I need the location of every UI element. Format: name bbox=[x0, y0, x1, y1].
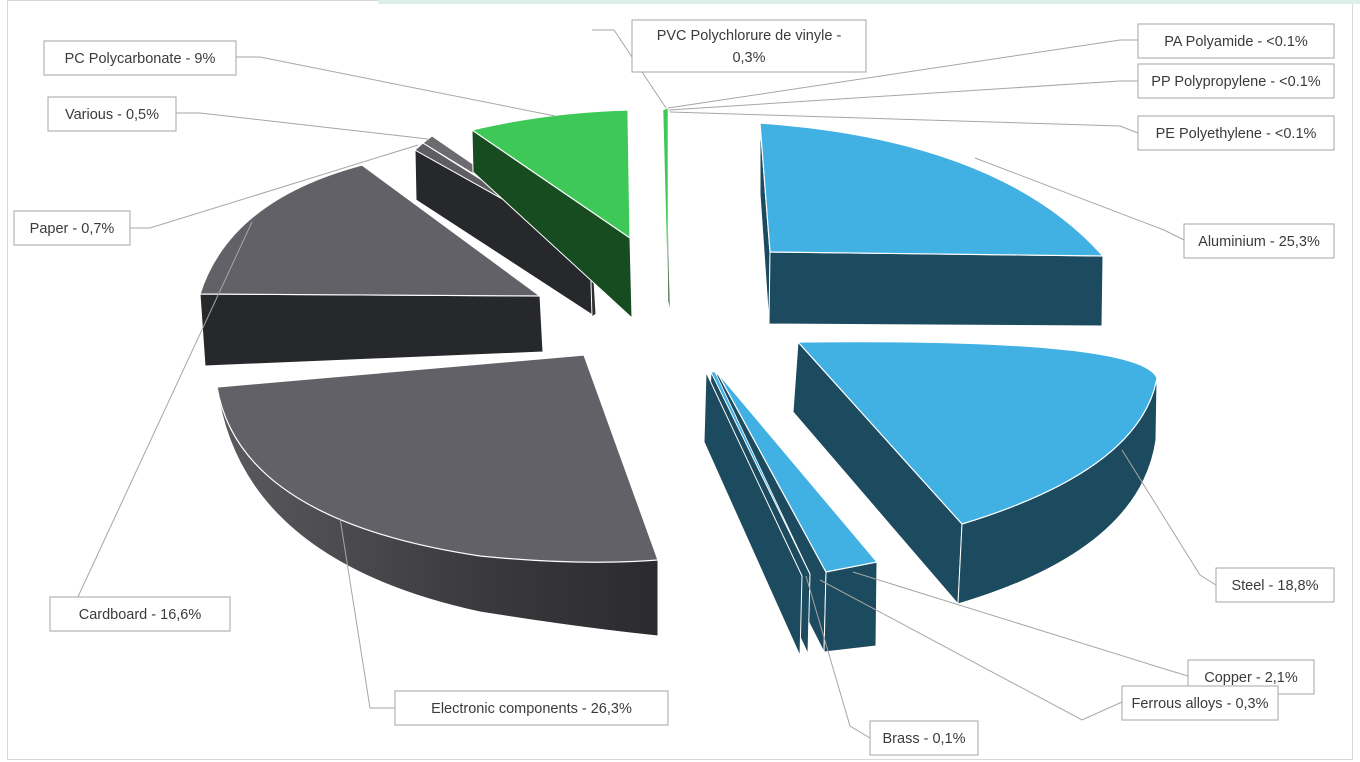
data-label-pp-polypropylene: PP Polypropylene - <0.1% bbox=[1137, 63, 1335, 99]
data-label-box bbox=[13, 210, 131, 246]
data-label-paper: Paper - 0,7% bbox=[13, 210, 131, 246]
slice-pc-polycarbonate-top bbox=[470, 109, 631, 240]
data-label-box bbox=[1215, 567, 1335, 603]
leader-electronic bbox=[339, 517, 395, 709]
leader-pp bbox=[668, 80, 1138, 111]
data-label-text: PC Polycarbonate - 9% bbox=[65, 51, 216, 67]
data-label-box bbox=[1137, 63, 1335, 99]
slice-pvc bbox=[662, 107, 671, 313]
slice-pc-polycarbonate bbox=[470, 109, 633, 320]
data-label-pa-polyamide: PA Polyamide - <0.1% bbox=[1137, 23, 1335, 59]
leader-paper bbox=[130, 144, 419, 229]
leader-pa bbox=[667, 39, 1138, 109]
slice-steel-top bbox=[796, 341, 1158, 525]
data-label-steel: Steel - 18,8% bbox=[1215, 567, 1335, 603]
data-label-text: PP Polypropylene - <0.1% bbox=[1151, 74, 1321, 90]
slice-ferrous-alloys-top bbox=[710, 371, 811, 575]
slice-cardboard bbox=[199, 164, 544, 367]
data-label-text: PVC Polychlorure de vinyle - bbox=[657, 28, 842, 44]
data-label-box bbox=[869, 720, 979, 756]
leader-pc bbox=[236, 56, 556, 117]
slice-brass-side bbox=[703, 371, 803, 657]
data-label-text: Electronic components - 26,3% bbox=[431, 701, 632, 717]
slice-pvc-top bbox=[662, 107, 669, 301]
data-label-text: Copper - 2,1% bbox=[1204, 670, 1298, 686]
data-label-pe-polyethylene: PE Polyethylene - <0.1% bbox=[1137, 115, 1335, 151]
data-label-box bbox=[1137, 23, 1335, 59]
data-label-text: Brass - 0,1% bbox=[883, 731, 966, 747]
data-label-text: Steel - 18,8% bbox=[1231, 578, 1318, 594]
slice-brass bbox=[703, 371, 803, 657]
slice-aluminium-top bbox=[759, 122, 1105, 257]
data-label-text: 0,3% bbox=[732, 50, 765, 66]
data-label-text: PE Polyethylene - <0.1% bbox=[1156, 126, 1317, 142]
data-label-aluminium: Aluminium - 25,3% bbox=[1183, 223, 1335, 259]
data-label-text: Paper - 0,7% bbox=[30, 221, 115, 237]
data-label-brass: Brass - 0,1% bbox=[869, 720, 979, 756]
data-label-pvc-polychlorure-de-vinyle: PVC Polychlorure de vinyle - 0,3% bbox=[631, 19, 867, 73]
data-label-box bbox=[1121, 685, 1279, 721]
data-label-ferrous-alloys: Ferrous alloys - 0,3% bbox=[1121, 685, 1279, 721]
data-label-text: Ferrous alloys - 0,3% bbox=[1132, 696, 1269, 712]
slice-labels: Aluminium - 25,3% Steel - 18,8% Copper - 2… bbox=[13, 19, 1335, 756]
leader-copper bbox=[852, 571, 1189, 677]
data-label-box bbox=[631, 19, 867, 73]
data-label-box bbox=[394, 690, 669, 726]
data-label-pc-polycarbonate: PC Polycarbonate - 9% bbox=[43, 40, 237, 76]
leader-ferrous bbox=[819, 579, 1123, 721]
data-label-text: Cardboard - 16,6% bbox=[79, 607, 202, 623]
leader-aluminium bbox=[974, 157, 1185, 241]
slice-electronic-components-top bbox=[216, 354, 659, 563]
data-label-box bbox=[1183, 223, 1335, 259]
data-label-box bbox=[43, 40, 237, 76]
data-label-box bbox=[1137, 115, 1335, 151]
leader-pe bbox=[669, 111, 1139, 134]
slice-aluminium-side-front bbox=[768, 251, 1104, 327]
slice-electronic-components bbox=[216, 354, 659, 637]
slice-cardboard-side-front bbox=[199, 293, 544, 367]
top-accent-bar bbox=[378, 0, 1360, 4]
leader-various bbox=[176, 112, 429, 140]
data-label-various: Various - 0,5% bbox=[47, 96, 177, 132]
slice-copper-side-front bbox=[823, 561, 878, 653]
data-label-text: Aluminium - 25,3% bbox=[1198, 234, 1320, 250]
leader-brass bbox=[805, 575, 871, 739]
data-label-text: PA Polyamide - <0.1% bbox=[1164, 34, 1308, 50]
leader-pvc bbox=[592, 29, 667, 109]
slice-steel bbox=[792, 340, 1158, 606]
data-label-box bbox=[47, 96, 177, 132]
slice-copper-top bbox=[716, 371, 879, 573]
data-label-electronic-components: Electronic components - 26,3% bbox=[394, 690, 669, 726]
data-label-box bbox=[49, 596, 231, 632]
data-label-text: Various - 0,5% bbox=[65, 107, 159, 123]
slice-cardboard-top bbox=[199, 164, 542, 297]
leader-steel bbox=[1121, 449, 1217, 586]
data-label-cardboard: Cardboard - 16,6% bbox=[49, 596, 231, 632]
slice-aluminium bbox=[759, 122, 1105, 327]
